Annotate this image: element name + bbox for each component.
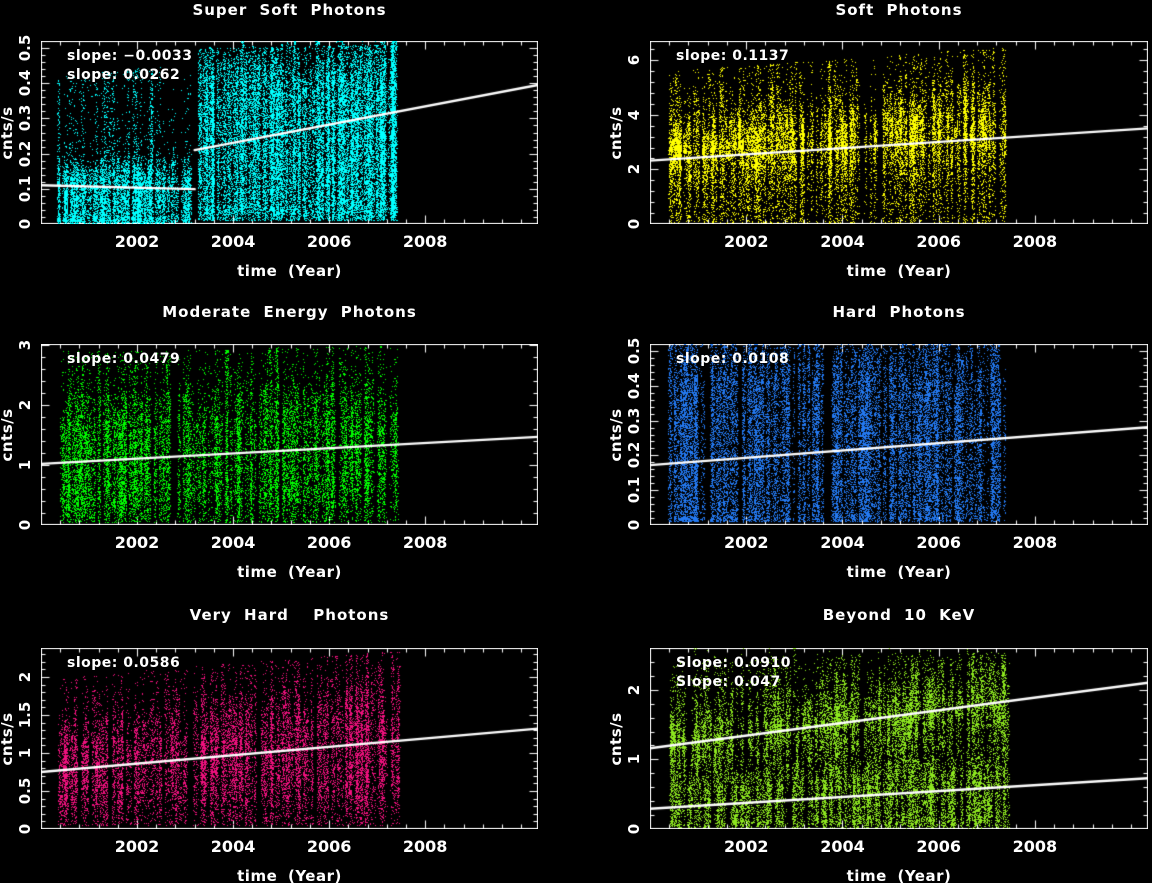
x-tick-label: 2008 — [1012, 232, 1058, 251]
panel-title: Hard Photons — [832, 303, 966, 321]
x-tick-label: 2006 — [916, 533, 961, 552]
y-tick-label: 0.1 — [625, 476, 643, 504]
x-tick-label: 2006 — [916, 232, 961, 251]
y-tick-label: 2 — [16, 671, 34, 683]
y-tick-label: 0.5 — [625, 337, 643, 365]
y-tick-label: 0 — [625, 519, 643, 531]
y-tick-label: 1 — [625, 754, 643, 765]
y-axis-label: cnts/s — [0, 105, 16, 160]
panel-title: Super Soft Photons — [192, 1, 387, 19]
y-tick-label: 0.2 — [625, 442, 643, 469]
x-axis-label: time (Year) — [237, 563, 342, 581]
y-axis-label: cnts/s — [0, 711, 16, 766]
x-tick-label: 2008 — [402, 232, 448, 251]
x-tick-label: 2006 — [306, 533, 352, 552]
y-tick-label: 0.2 — [16, 140, 34, 167]
slope-annotation: slope: 0.1137 — [676, 48, 790, 64]
x-tick-label: 2002 — [114, 837, 160, 856]
panel-beyond-10-kev: Beyond 10 KeV cnts/s time (Year) 0 1 2 2002… — [576, 590, 1152, 883]
slope-annotation: slope: 0.0108 — [676, 351, 790, 367]
slope-annotation: slope: 0.0479 — [67, 351, 181, 367]
y-tick-label: 0.5 — [16, 34, 34, 62]
x-axis-label: time (Year) — [846, 867, 952, 883]
x-tick-label: 2002 — [114, 533, 160, 552]
panel-hard-photons: Hard Photons cnts/s time (Year) 0 0.1 0.2 0… — [576, 295, 1152, 590]
y-tick-label: 0.3 — [625, 407, 643, 434]
y-tick-label: 0 — [16, 519, 34, 531]
x-tick-label: 2008 — [1012, 533, 1058, 552]
y-tick-label: 6 — [625, 54, 643, 66]
y-tick-label: 0.4 — [625, 372, 643, 400]
x-tick-label: 2004 — [820, 837, 865, 856]
x-tick-label: 2004 — [820, 533, 865, 552]
panel-title: Beyond 10 KeV — [822, 606, 976, 624]
y-tick-label: 0 — [625, 218, 643, 230]
y-tick-label: 0.5 — [16, 777, 34, 805]
y-tick-label: 0.3 — [16, 105, 34, 132]
panel-soft-photons: Soft Photons cnts/s time (Year) 0 2 4 6 2002… — [576, 0, 1152, 295]
x-tick-label: 2002 — [723, 533, 769, 552]
y-tick-label: 0 — [16, 823, 34, 835]
plot-canvas — [650, 344, 1148, 525]
x-axis-label: time (Year) — [237, 867, 342, 883]
slope-annotation: slope: 0.0262 — [67, 67, 181, 83]
plot-canvas — [41, 648, 538, 829]
x-tick-label: 2004 — [820, 232, 865, 251]
y-axis-label: cnts/s — [607, 711, 625, 766]
x-tick-label: 2008 — [402, 837, 448, 856]
x-tick-label: 2004 — [210, 533, 256, 552]
plot-canvas — [41, 344, 538, 525]
y-tick-label: 2 — [625, 684, 643, 695]
y-tick-label: 1 — [16, 459, 34, 471]
plot-canvas — [650, 648, 1148, 829]
plot-canvas — [41, 41, 538, 224]
slope-annotation: slope: −0.0033 — [67, 48, 193, 64]
panel-title: Very Hard Photons — [189, 606, 390, 624]
slope-annotation: Slope: 0.0910 — [676, 655, 792, 671]
panel-super-soft-photons: Super Soft Photons cnts/s time (Year) 0 0… — [0, 0, 576, 295]
x-tick-label: 2004 — [210, 232, 256, 251]
y-tick-label: 0.4 — [16, 69, 34, 97]
x-tick-label: 2006 — [306, 232, 352, 251]
panel-moderate-energy-photons: Moderate Energy Photons cnts/s time (Yea… — [0, 295, 576, 590]
panel-title: Soft Photons — [835, 1, 963, 19]
y-tick-label: 1.5 — [16, 701, 34, 729]
y-axis-label: cnts/s — [0, 407, 16, 462]
y-tick-label: 2 — [625, 164, 643, 175]
y-tick-label: 1 — [16, 747, 34, 759]
x-tick-label: 2008 — [1012, 837, 1058, 856]
y-tick-label: 4 — [625, 109, 643, 120]
y-tick-label: 2 — [16, 399, 34, 411]
y-tick-label: 0.1 — [16, 175, 34, 203]
x-tick-label: 2006 — [306, 837, 352, 856]
panel-very-hard-photons: Very Hard Photons cnts/s time (Year) 0 0.… — [0, 590, 576, 883]
x-tick-label: 2008 — [402, 533, 448, 552]
panel-title: Moderate Energy Photons — [162, 303, 417, 321]
y-axis-label: cnts/s — [607, 407, 625, 462]
x-axis-label: time (Year) — [237, 262, 342, 280]
slope-annotation: Slope: 0.047 — [676, 674, 781, 690]
y-axis-label: cnts/s — [607, 105, 625, 160]
y-tick-label: 0 — [16, 218, 34, 230]
y-tick-label: 3 — [16, 339, 34, 351]
x-tick-label: 2006 — [916, 837, 961, 856]
x-tick-label: 2002 — [114, 232, 160, 251]
slope-annotation: slope: 0.0586 — [67, 655, 181, 671]
y-tick-label: 0 — [625, 823, 643, 835]
x-axis-label: time (Year) — [846, 262, 952, 280]
x-axis-label: time (Year) — [846, 563, 952, 581]
x-tick-label: 2004 — [210, 837, 256, 856]
plot-canvas — [650, 41, 1148, 224]
x-tick-label: 2002 — [723, 837, 769, 856]
x-tick-label: 2002 — [723, 232, 769, 251]
